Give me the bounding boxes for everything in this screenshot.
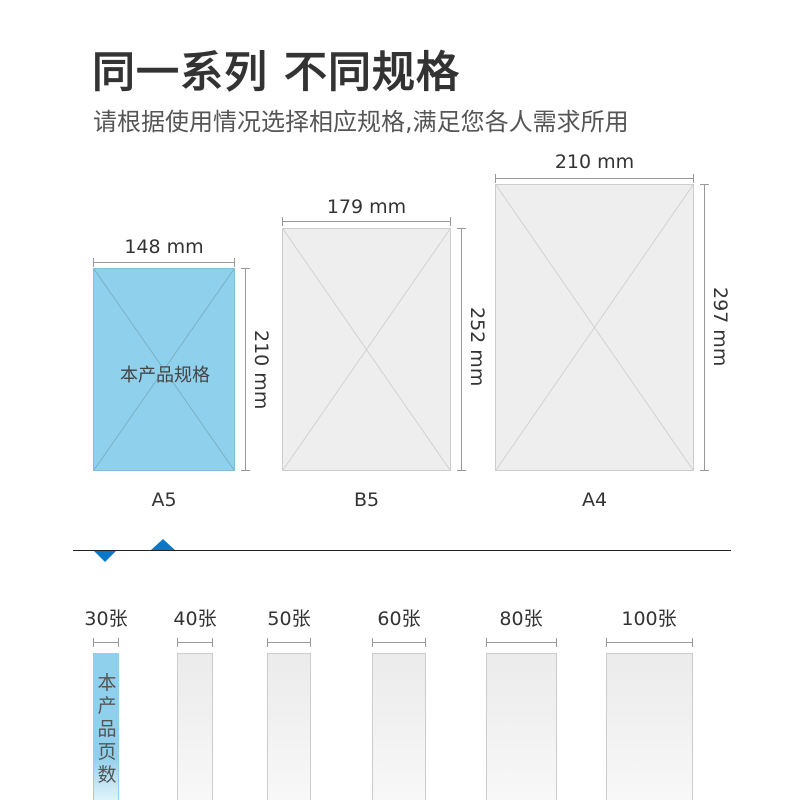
thickness-label-30: 30张 [84, 608, 128, 630]
thickness-30-sheet: 本产品页数 [93, 653, 119, 800]
thickness-50-sheet [267, 653, 311, 800]
a5-sheet: 本产品规格 [93, 268, 235, 471]
a4-name: A4 [581, 489, 608, 511]
thickness-bracket [486, 638, 557, 647]
b5-width-bracket [282, 217, 451, 226]
a5-width-bracket [93, 258, 235, 267]
thickness-bracket [267, 638, 311, 647]
a4-width-label: 210 mm [554, 151, 635, 173]
thickness-100-sheet [606, 653, 693, 800]
b5-sheet [282, 228, 451, 471]
thickness-40-sheet [177, 653, 213, 800]
thickness-60-sheet [372, 653, 426, 800]
divider [73, 550, 731, 551]
a5-height-bracket [241, 268, 250, 471]
a4-height-bracket [700, 184, 709, 471]
thickness-label-100: 100张 [621, 608, 677, 630]
b5-height-bracket [457, 228, 466, 471]
triangle-up-icon [151, 539, 175, 550]
a5-width-label: 148 mm [124, 236, 204, 258]
thickness-label-60: 60张 [377, 608, 421, 630]
a4-height-label: 297 mm [709, 287, 731, 367]
thickness-label-50: 50张 [267, 608, 311, 630]
b5-width-label: 179 mm [326, 196, 407, 218]
a5-note: 本产品规格 [120, 365, 210, 386]
thickness-bracket [93, 638, 119, 647]
a5-name: A5 [151, 489, 177, 511]
a5-height-label: 210 mm [250, 330, 272, 410]
a4-sheet [495, 184, 694, 471]
thickness-note: 本产品页数 [97, 672, 117, 786]
subtitle: 请根据使用情况选择相应规格,满足您各人需求所用 [93, 108, 629, 136]
a4-width-bracket [495, 174, 694, 183]
thickness-bracket [372, 638, 426, 647]
triangle-down-icon [94, 551, 116, 562]
b5-name: B5 [353, 489, 380, 511]
thickness-label-80: 80张 [499, 608, 543, 630]
thickness-label-40: 40张 [173, 608, 217, 630]
b5-height-label: 252 mm [466, 307, 488, 387]
thickness-bracket [177, 638, 213, 647]
page-title: 同一系列 不同规格 [92, 48, 460, 98]
thickness-80-sheet [486, 653, 557, 800]
thickness-bracket [606, 638, 693, 647]
